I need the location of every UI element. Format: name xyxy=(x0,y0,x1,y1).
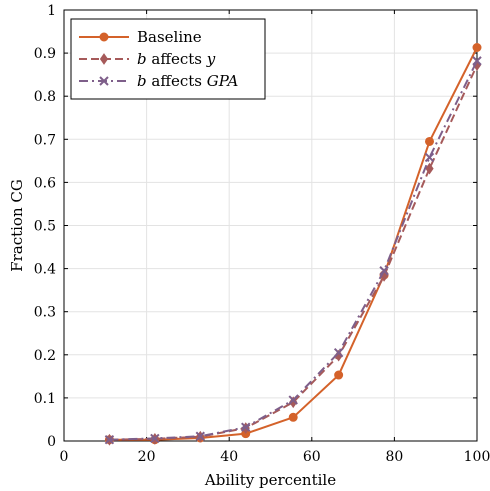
series-line xyxy=(109,64,478,441)
y-tick-label: 0.8 xyxy=(34,89,56,105)
legend-marker xyxy=(99,53,109,65)
data-point xyxy=(425,162,434,175)
x-tick-label: 100 xyxy=(464,449,490,465)
data-point xyxy=(288,412,298,422)
legend-item: b affects GPA xyxy=(79,72,238,90)
y-tick-label: 0 xyxy=(47,434,56,450)
y-tick-label: 1 xyxy=(47,3,56,19)
y-tick-label: 0.7 xyxy=(34,132,56,148)
data-point xyxy=(424,152,435,163)
x-tick-label: 0 xyxy=(60,449,69,465)
series-1 xyxy=(104,42,482,445)
series-line xyxy=(109,60,478,441)
y-tick-label: 0.6 xyxy=(34,175,56,191)
y-tick-label: 0.2 xyxy=(34,348,56,364)
data-point xyxy=(334,370,344,380)
x-axis-label: Ability percentile xyxy=(204,471,336,489)
data-point xyxy=(379,266,389,276)
data-point xyxy=(241,422,251,432)
series-3 xyxy=(104,56,482,445)
data-point xyxy=(472,42,482,52)
legend: Baseline b affects y b affects GPA xyxy=(70,18,266,100)
legend-marker xyxy=(99,32,109,42)
legend-item: b affects y xyxy=(79,50,216,68)
axis-ticks: 0 20 40 60 80 100 0 0.1 0.2 0.3 0.4 0.5 0.6 0.7 0.8 0.9… xyxy=(34,3,490,465)
y-tick-label: 0.9 xyxy=(34,46,56,62)
x-tick-label: 40 xyxy=(220,449,238,465)
data-point xyxy=(150,433,160,444)
legend-label: Baseline xyxy=(137,28,202,46)
series-line xyxy=(109,47,478,441)
data-point xyxy=(472,56,482,66)
y-tick-label: 0.4 xyxy=(34,262,56,278)
legend-item: Baseline xyxy=(79,28,202,46)
data-point xyxy=(104,434,115,445)
y-tick-label: 0.5 xyxy=(34,219,56,235)
legend-label: b affects GPA xyxy=(137,72,238,90)
data-point xyxy=(333,347,344,358)
y-axis-label: Fraction CG xyxy=(8,179,26,272)
legend-marker xyxy=(99,76,109,86)
data-point xyxy=(288,395,298,405)
x-tick-label: 20 xyxy=(138,449,156,465)
series-layer xyxy=(104,42,482,446)
x-tick-label: 80 xyxy=(385,449,403,465)
data-point xyxy=(425,136,435,146)
y-tick-label: 0.3 xyxy=(34,305,56,321)
x-tick-label: 60 xyxy=(303,449,321,465)
data-point xyxy=(195,431,205,441)
y-tick-label: 0.1 xyxy=(34,391,56,407)
legend-label: b affects y xyxy=(137,50,216,68)
series-2 xyxy=(105,59,482,446)
